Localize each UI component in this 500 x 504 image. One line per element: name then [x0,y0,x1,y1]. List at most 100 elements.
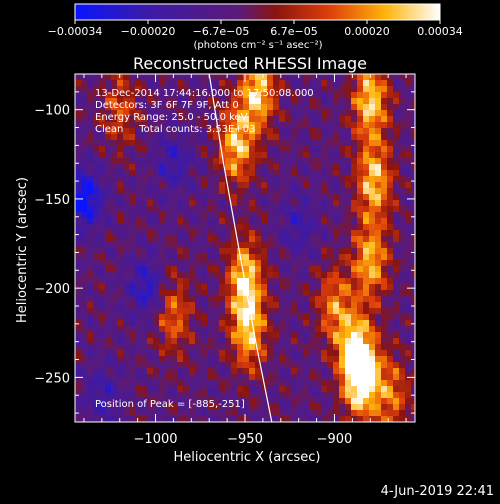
heatmap-cell [387,248,394,255]
heatmap-cell [387,224,394,231]
heatmap-cell [399,398,406,405]
heatmap-cell [153,368,160,375]
heatmap-cell [213,308,220,315]
heatmap-cell [117,350,124,357]
heatmap-cell [327,158,334,165]
heatmap-cell [339,212,346,219]
heatmap-cell [285,224,292,231]
heatmap-cell [315,188,322,195]
heatmap-cell [375,188,382,195]
heatmap-cell [75,320,82,327]
heatmap-cell [159,398,166,405]
heatmap-cell [255,116,262,123]
heatmap-cell [357,302,364,309]
heatmap-cell [219,182,226,189]
heatmap-cell [219,260,226,267]
heatmap-cell [201,338,208,345]
heatmap-cell [81,92,88,99]
heatmap-cell [291,296,298,303]
heatmap-cell [345,338,352,345]
heatmap-cell [405,266,412,273]
heatmap-cell [243,380,250,387]
heatmap-cell [147,194,154,201]
heatmap-cell [333,320,340,327]
heatmap-cell [261,98,268,105]
heatmap-cell [255,386,262,393]
heatmap-cell [315,404,322,411]
heatmap-cell [357,356,364,363]
heatmap-cell [369,104,376,111]
heatmap-cell [75,278,82,285]
heatmap-cell [75,200,82,207]
heatmap-cell [339,146,346,153]
heatmap-cell [87,344,94,351]
heatmap-cell [333,254,340,261]
heatmap-cell [339,284,346,291]
heatmap-cell [285,368,292,375]
heatmap-cell [405,410,412,417]
heatmap-cell [81,164,88,171]
heatmap-cell [399,86,406,93]
heatmap-cell [255,104,262,111]
heatmap-cell [255,368,262,375]
heatmap-cell [375,332,382,339]
heatmap-cell [297,404,304,411]
heatmap-cell [213,224,220,231]
heatmap-cell [117,194,124,201]
heatmap-cell [117,386,124,393]
heatmap-cell [225,302,232,309]
heatmap-cell [243,122,250,129]
heatmap-cell [195,284,202,291]
heatmap-cell [309,380,316,387]
heatmap-cell [135,332,142,339]
heatmap-cell [321,152,328,159]
heatmap-cell [189,152,196,159]
heatmap-cell [147,110,154,117]
heatmap-cell [153,320,160,327]
heatmap-cell [231,266,238,273]
heatmap-cell [201,326,208,333]
heatmap-cell [231,146,238,153]
heatmap-cell [345,110,352,117]
heatmap-cell [87,266,94,273]
heatmap-cell [399,260,406,267]
heatmap-cell [195,254,202,261]
heatmap-cell [201,290,208,297]
heatmap-cell [333,74,340,81]
heatmap-cell [225,374,232,381]
heatmap-cell [81,218,88,225]
y-tick-label: −250 [34,371,70,386]
heatmap-cell [249,236,256,243]
heatmap-cell [279,278,286,285]
heatmap-cell [207,176,214,183]
heatmap-cell [87,350,94,357]
heatmap-cell [237,266,244,273]
heatmap-cell [153,290,160,297]
heatmap-cell [405,236,412,243]
heatmap-cell [369,278,376,285]
heatmap-cell [87,308,94,315]
heatmap-cell [255,128,262,135]
heatmap-cell [267,110,274,117]
heatmap-cell [201,254,208,261]
heatmap-cell [399,134,406,141]
heatmap-cell [279,350,286,357]
heatmap-cell [243,392,250,399]
heatmap-cell [315,332,322,339]
heatmap-cell [387,272,394,279]
heatmap-cell [87,98,94,105]
heatmap-cell [393,404,400,411]
heatmap-cell [327,260,334,267]
heatmap-cell [339,266,346,273]
heatmap-cell [81,212,88,219]
heatmap-cell [261,176,268,183]
heatmap-cell [111,344,118,351]
heatmap-cell [357,248,364,255]
heatmap-cell [405,296,412,303]
heatmap-cell [333,356,340,363]
heatmap-cell [171,374,178,381]
heatmap-cell [351,290,358,297]
heatmap-cell [333,80,340,87]
heatmap-cell [375,344,382,351]
heatmap-cell [399,206,406,213]
